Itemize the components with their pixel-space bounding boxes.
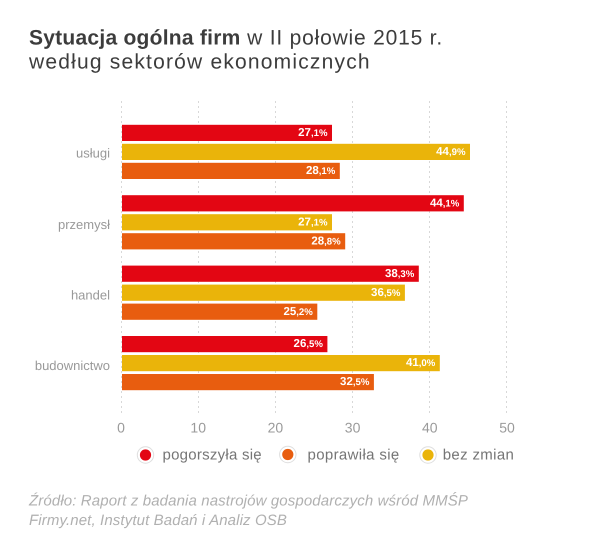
svg-text:według sektorów ekonomicznych: według sektorów ekonomicznych	[28, 51, 371, 74]
svg-text:usługi: usługi	[76, 146, 110, 161]
svg-text:Źródło: Raport z badania nastr: Źródło: Raport z badania nastrojów gospo…	[28, 492, 468, 510]
svg-text:0: 0	[117, 419, 125, 435]
svg-text:handel: handel	[71, 288, 110, 303]
svg-text:25,2%: 25,2%	[283, 306, 313, 318]
svg-text:28,8%: 28,8%	[311, 235, 341, 247]
svg-text:38,3%: 38,3%	[385, 268, 415, 280]
svg-text:budownictwo: budownictwo	[35, 358, 110, 373]
svg-text:41,0%: 41,0%	[406, 357, 436, 369]
svg-text:32,5%: 32,5%	[340, 376, 370, 388]
svg-text:bez zmian: bez zmian	[443, 447, 515, 464]
svg-text:10: 10	[190, 419, 206, 435]
svg-text:36,5%: 36,5%	[371, 287, 401, 299]
svg-text:30: 30	[345, 419, 361, 435]
svg-text:Sytuacja ogólna firm w II poło: Sytuacja ogólna firm w II połowie 2015 r…	[29, 27, 443, 50]
svg-text:26,5%: 26,5%	[294, 338, 324, 350]
svg-text:27,1%: 27,1%	[298, 216, 328, 228]
svg-text:44,9%: 44,9%	[436, 146, 466, 158]
svg-text:28,1%: 28,1%	[306, 165, 336, 177]
svg-text:20: 20	[268, 419, 284, 435]
svg-text:50: 50	[499, 419, 515, 435]
svg-text:27,1%: 27,1%	[298, 127, 328, 139]
svg-text:pogorszyła się: pogorszyła się	[163, 447, 262, 464]
svg-text:przemysł: przemysł	[58, 217, 110, 232]
svg-text:poprawiła się: poprawiła się	[308, 447, 400, 464]
svg-text:Firmy.net, Instytut Badań i An: Firmy.net, Instytut Badań i Analiz OSB	[29, 512, 287, 529]
svg-text:44,1%: 44,1%	[430, 197, 460, 209]
svg-text:40: 40	[422, 419, 438, 435]
